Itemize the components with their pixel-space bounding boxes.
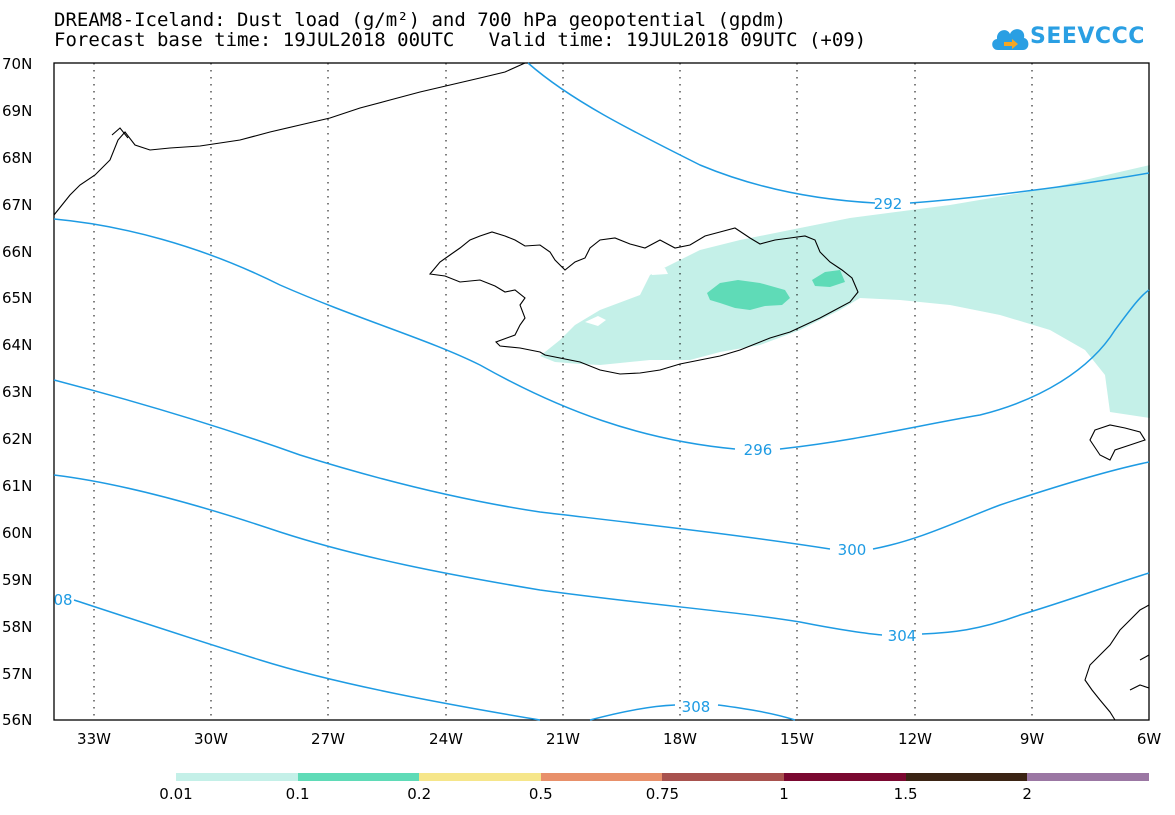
lon-label: 24W	[429, 730, 463, 748]
dust-shading-light	[540, 165, 1150, 418]
contour-label-308: 308	[682, 698, 711, 716]
lon-label: 33W	[77, 730, 111, 748]
lat-label: 64N	[2, 336, 33, 354]
contour-label-296: 296	[744, 441, 773, 459]
map-subtitle: Forecast base time: 19JUL2018 00UTC Vali…	[54, 29, 867, 51]
lat-label: 69N	[2, 102, 33, 120]
colorbar-label: 2	[1022, 785, 1032, 803]
lon-label: 15W	[780, 730, 814, 748]
map-frame	[53, 62, 1150, 721]
lat-label: 56N	[2, 711, 33, 729]
lat-label: 67N	[2, 196, 33, 214]
colorbar-segment	[662, 773, 785, 781]
colorbar-segment	[419, 773, 542, 781]
contour-label-308-partial: 08	[53, 591, 72, 609]
contour-label-292: 292	[874, 195, 903, 213]
colorbar-label: 1.5	[893, 785, 918, 803]
lon-label: 18W	[663, 730, 697, 748]
seevccc-logo: SEEVCCC	[990, 20, 1150, 58]
graticule	[93, 63, 1033, 720]
colorbar-label: 0.75	[645, 785, 680, 803]
lat-label: 58N	[2, 618, 33, 636]
lon-label: 30W	[194, 730, 228, 748]
lat-label: 57N	[2, 665, 33, 683]
colorbar-label: 1	[779, 785, 789, 803]
lat-label: 60N	[2, 524, 33, 542]
lat-label: 59N	[2, 571, 33, 589]
lon-label: 21W	[546, 730, 580, 748]
colorbar-label: 0.5	[528, 785, 553, 803]
colorbar-segment	[784, 773, 907, 781]
lat-label: 62N	[2, 430, 33, 448]
geopotential-contours	[53, 62, 1150, 721]
lat-label: 66N	[2, 243, 33, 261]
colorbar-label: 0.1	[285, 785, 310, 803]
colorbar-label: 0.01	[159, 785, 193, 803]
lat-label: 61N	[2, 477, 33, 495]
lon-label: 9W	[1019, 730, 1045, 748]
contour-labels: 292 296 300 304 308 08	[53, 195, 916, 716]
lat-label: 68N	[2, 149, 33, 167]
colorbar-segment	[297, 773, 420, 781]
colorbar-segment	[905, 773, 1028, 781]
colorbar-segment	[176, 773, 299, 781]
lon-label: 27W	[311, 730, 345, 748]
lat-label: 65N	[2, 289, 33, 307]
logo-text: SEEVCCC	[1030, 24, 1145, 49]
map-title: DREAM8-Iceland: Dust load (g/m²) and 700…	[54, 9, 787, 31]
coastlines	[53, 62, 1150, 721]
lon-label: 12W	[898, 730, 932, 748]
colorbar-segment	[1027, 773, 1150, 781]
dust-gaps	[585, 268, 770, 362]
contour-label-300: 300	[838, 541, 867, 559]
colorbar-segment	[540, 773, 663, 781]
lat-label: 70N	[2, 55, 33, 73]
cloud-logo-icon	[992, 29, 1029, 50]
colorbar-label: 0.2	[407, 785, 432, 803]
lat-label: 63N	[2, 383, 33, 401]
contour-label-304: 304	[888, 627, 917, 645]
lon-label: 6W	[1136, 730, 1162, 748]
dust-shading-medium	[707, 270, 845, 310]
